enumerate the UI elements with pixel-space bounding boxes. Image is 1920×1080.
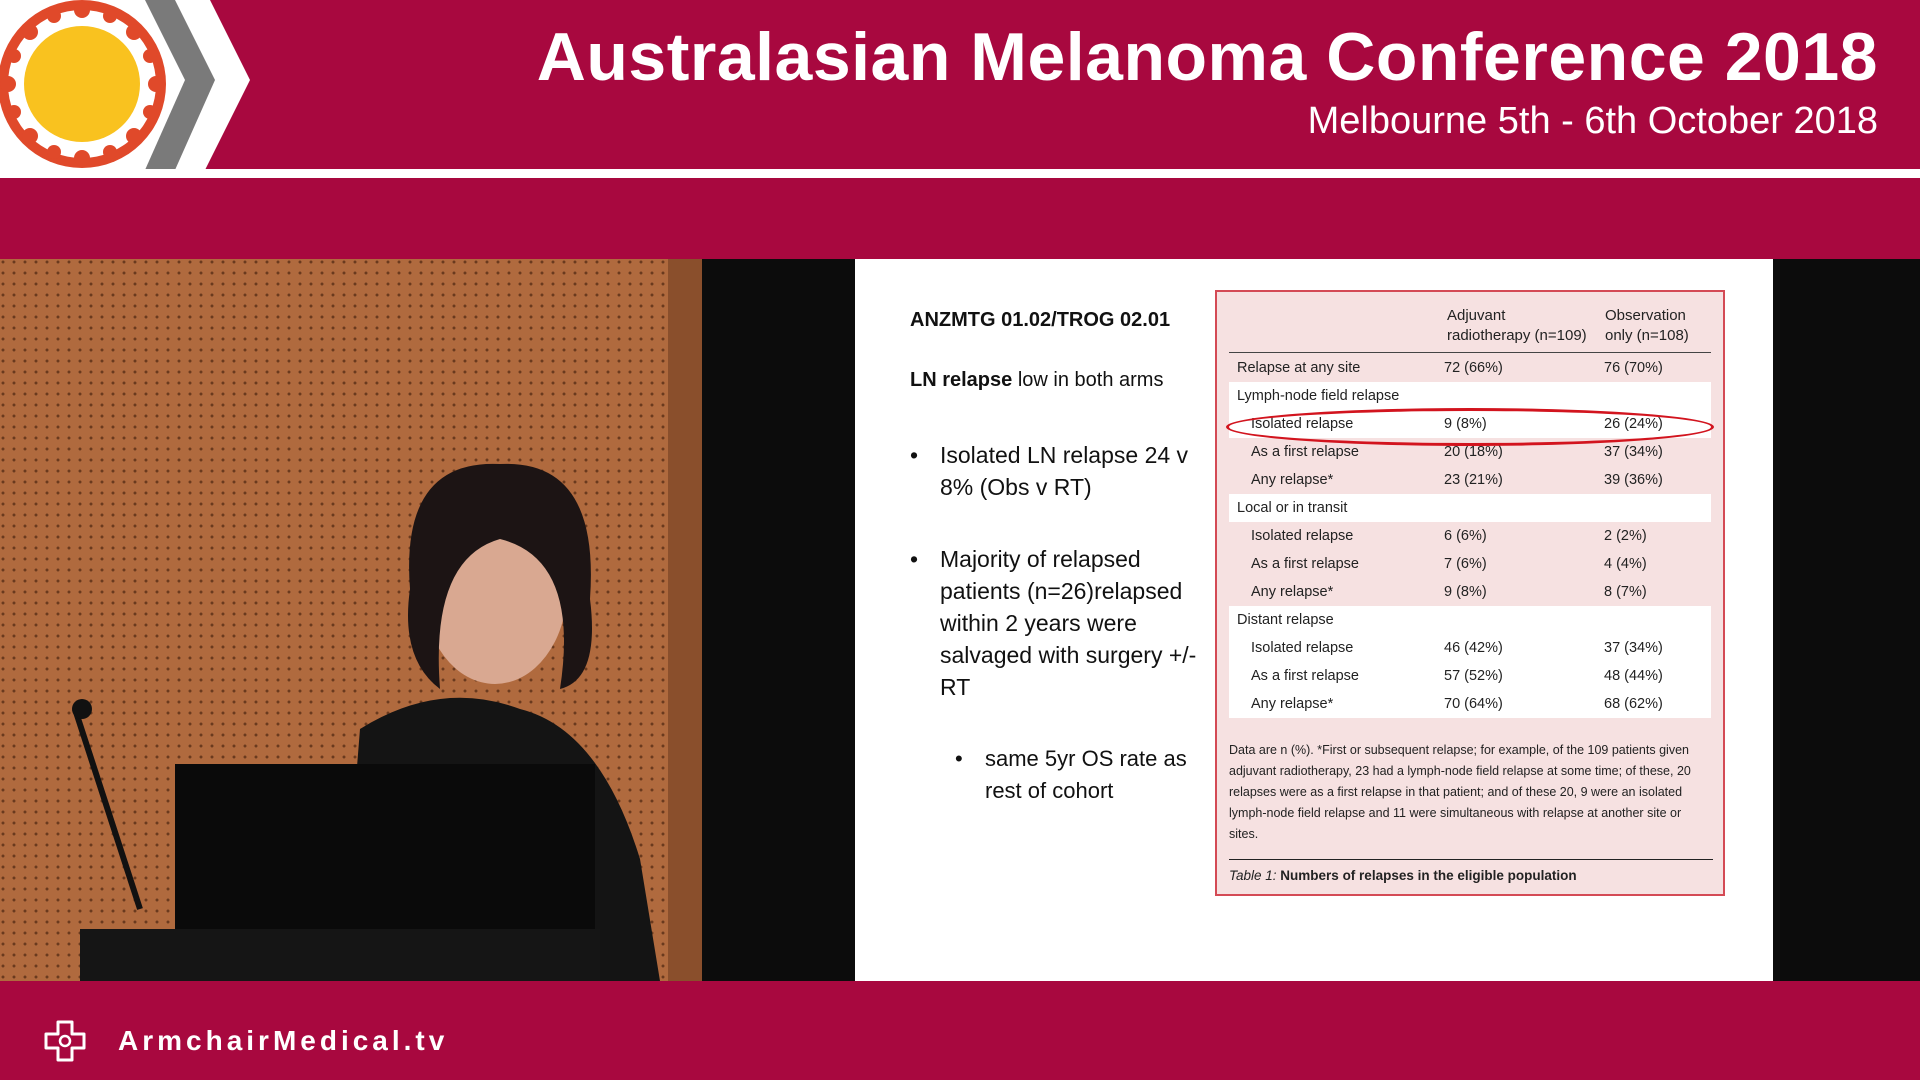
row-label: As a first relapse [1251,556,1359,572]
col-header-line: Observation [1605,307,1686,324]
table-row: Relapse at any site 72 (66%) 76 (70%) [1229,354,1711,382]
conference-header: Australasian Melanoma Conference 2018 Me… [0,0,1920,172]
row-label: Any relapse* [1251,584,1334,600]
row-label: Any relapse* [1251,472,1334,488]
table-row: Any relapse* 9 (8%) 8 (7%) [1229,578,1711,606]
speaker-figure [72,463,660,981]
row-value-observation: 37 (34%) [1604,640,1663,656]
col-header-line: only (n=108) [1605,327,1689,344]
relapse-table: Adjuvant radiotherapy (n=109) Observatio… [1215,290,1725,896]
conference-dates: Melbourne 5th - 6th October 2018 [1307,100,1878,142]
slide-subheading-bold: LN relapse [910,369,1013,391]
row-value-observation: 37 (34%) [1604,444,1663,460]
slide-subheading: LN relapse low in both arms [910,369,1163,392]
header-divider [0,169,1920,178]
medical-cross-icon [44,1020,86,1062]
caption-rule [1229,859,1713,860]
row-value-observation: 2 (2%) [1604,528,1647,544]
row-value-adjuvant: 6 (6%) [1444,528,1487,544]
slide-subheading-rest: low in both arms [1012,369,1164,391]
row-label: Local or in transit [1237,500,1348,516]
row-label: Isolated relapse [1251,528,1354,544]
table-footnote: Data are n (%). *First or subsequent rel… [1229,743,1691,841]
row-value-observation: 8 (7%) [1604,584,1647,600]
table-row: Lymph-node field relapse [1229,382,1711,410]
sun-logo-icon [0,0,250,170]
row-value-observation: 4 (4%) [1604,556,1647,572]
table-rule [1229,352,1711,353]
table-row: Any relapse* 70 (64%) 68 (62%) [1229,690,1711,718]
row-label: Isolated relapse [1251,640,1354,656]
col-header-line: radiotherapy (n=109) [1447,327,1587,344]
table-row: Any relapse* 23 (21%) 39 (36%) [1229,466,1711,494]
table-row: As a first relapse 20 (18%) 37 (34%) [1229,438,1711,466]
row-value-observation: 76 (70%) [1604,360,1663,376]
bullet-item: Isolated LN relapse 24 v 8% (Obs v RT) [910,439,1200,503]
conference-title: Australasian Melanoma Conference 2018 [536,19,1878,95]
table-row: Isolated relapse 6 (6%) 2 (2%) [1229,522,1711,550]
row-value-adjuvant: 72 (66%) [1444,360,1503,376]
row-value-observation: 48 (44%) [1604,668,1663,684]
table-row: As a first relapse 57 (52%) 48 (44%) [1229,662,1711,690]
row-label: Any relapse* [1251,696,1334,712]
row-label: Distant relapse [1237,612,1334,628]
sub-bullet-item: same 5yr OS rate as rest of cohort [955,743,1200,807]
row-value-adjuvant: 9 (8%) [1444,584,1487,600]
video-gap [702,259,855,981]
row-value-adjuvant: 57 (52%) [1444,668,1503,684]
footer-bar [0,981,1920,1080]
row-value-observation: 68 (62%) [1604,696,1663,712]
row-label: As a first relapse [1251,444,1359,460]
table-row: Distant relapse [1229,606,1711,634]
table-row: As a first relapse 7 (6%) 4 (4%) [1229,550,1711,578]
wall-edge [668,259,702,981]
col-header-adjuvant: Adjuvant radiotherapy (n=109) [1447,306,1587,346]
row-value-adjuvant: 70 (64%) [1444,696,1503,712]
row-value-observation: 39 (36%) [1604,472,1663,488]
row-value-adjuvant: 7 (6%) [1444,556,1487,572]
table-caption: Table 1: Numbers of relapses in the elig… [1229,868,1577,883]
col-header-observation: Observation only (n=108) [1605,306,1689,346]
caption-text: Numbers of relapses in the eligible popu… [1276,868,1577,883]
speaker-video [0,259,702,981]
col-header-line: Adjuvant [1447,307,1506,324]
row-label: Relapse at any site [1237,360,1361,376]
caption-label: Table 1: [1229,868,1277,883]
row-value-adjuvant: 46 (42%) [1444,640,1503,656]
row-value-adjuvant: 20 (18%) [1444,444,1503,460]
slide-heading: ANZMTG 01.02/TROG 02.01 [910,309,1171,331]
slide-bullets: Isolated LN relapse 24 v 8% (Obs v RT) M… [910,439,1200,847]
row-value-adjuvant: 23 (21%) [1444,472,1503,488]
brand-name: ArmchairMedical.tv [118,1025,449,1056]
row-label: As a first relapse [1251,668,1359,684]
highlight-oval [1226,408,1714,446]
row-label: Lymph-node field relapse [1237,388,1400,404]
presentation-slide: ANZMTG 01.02/TROG 02.01 LN relapse low i… [855,259,1773,981]
table-row: Local or in transit [1229,494,1711,522]
table-row: Isolated relapse 46 (42%) 37 (34%) [1229,634,1711,662]
slide-side-bar [1773,259,1920,981]
bullet-item: Majority of relapsed patients (n=26)rela… [910,543,1200,703]
